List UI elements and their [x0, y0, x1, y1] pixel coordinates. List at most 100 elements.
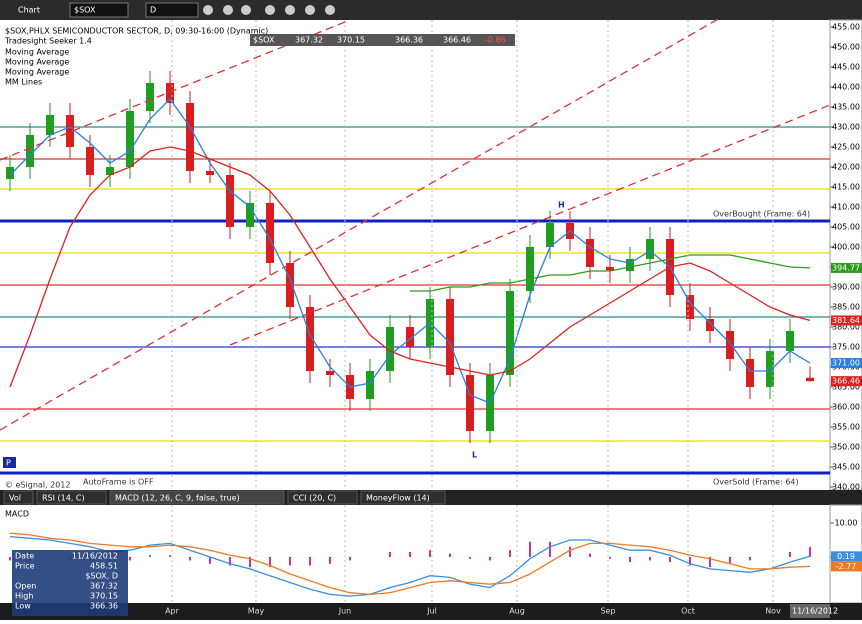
candle-body [106, 167, 114, 175]
y-tick-label: 410.00 [832, 203, 860, 212]
price-badge-label: 0.19 [837, 552, 855, 561]
series-line [9, 146, 811, 388]
candle-body [206, 171, 214, 175]
symbol-input[interactable] [69, 2, 129, 18]
icon[interactable] [241, 5, 251, 15]
candle-body [606, 267, 614, 271]
candle-body [406, 327, 414, 347]
y-tick-label: 360.00 [832, 403, 860, 412]
tab[interactable] [36, 490, 107, 505]
histogram-bar [489, 556, 491, 561]
y-tick-label: 365.00 [832, 383, 860, 392]
histogram-bar [189, 556, 191, 561]
tab[interactable] [287, 490, 358, 505]
window-title: Chart [18, 6, 40, 15]
info-cell: High [15, 592, 33, 601]
candle-body [806, 377, 814, 382]
last-date: 11/16/2012 [792, 607, 838, 616]
histogram-bar [9, 556, 11, 561]
icon[interactable] [305, 5, 315, 15]
histogram-bar [249, 556, 251, 568]
macd-plot: 10.000.000.19-2.77 [9, 505, 862, 603]
x-tick-label: Aug [509, 607, 525, 616]
candle-body [326, 371, 334, 375]
x-tick-label: Sep [600, 607, 615, 616]
histogram-bar [229, 556, 231, 566]
icon[interactable] [223, 5, 233, 15]
y-tick-label: 455.00 [832, 23, 860, 32]
copyright: © eSignal, 2012 [5, 481, 70, 490]
price-badge [831, 358, 862, 368]
study-label: MM Lines [5, 78, 42, 87]
candle-body [386, 327, 394, 371]
date-badge [790, 604, 830, 618]
tab[interactable] [109, 490, 285, 505]
icon[interactable] [265, 5, 275, 15]
y-tick-label: 345.00 [832, 463, 860, 472]
y-tick-label: 385.00 [832, 303, 860, 312]
y-tick-label: 440.00 [832, 83, 860, 92]
toolbar [0, 0, 862, 20]
histogram-bar [409, 551, 411, 557]
ohlc-strip [250, 34, 515, 46]
price-badge-label: -2.77 [836, 562, 857, 571]
macd-title: MACD [5, 510, 29, 519]
overbought-label: OverBought (Frame: 64) [713, 210, 810, 219]
ohlc-symbol: $SOX [253, 36, 275, 45]
y-tick-label: 400.00 [832, 243, 860, 252]
x-tick-label: Jul [426, 607, 437, 616]
histogram-bar [129, 556, 131, 561]
candle-body [6, 167, 14, 179]
info-box [12, 550, 128, 616]
candle-body [66, 115, 74, 147]
candle-body [226, 175, 234, 227]
y-tick-label: 415.00 [832, 183, 860, 192]
histogram-bar [789, 551, 791, 557]
price-badge-label: 366.46 [832, 377, 860, 386]
info-cell: 458.51 [90, 562, 118, 571]
month-labels: Apr May Jun Jul Aug Sep Oct Nov [165, 607, 781, 616]
histogram-bar [349, 556, 351, 561]
y-tick-label: 405.00 [832, 223, 860, 232]
candle-body [506, 291, 514, 375]
series-line [9, 97, 811, 404]
chart-title: $SOX,PHLX SEMICONDUCTOR SECTOR, D, 09:30… [5, 27, 268, 36]
price-badge [831, 551, 862, 562]
candle-body [166, 83, 174, 103]
price-badge [831, 262, 862, 273]
histogram-bar [669, 556, 671, 563]
y-tick-label: 375.00 [832, 343, 860, 352]
interval: D [150, 6, 156, 15]
histogram-bar [289, 556, 291, 566]
price-badge-label: 371.00 [832, 359, 860, 368]
info-rows: Date 11/16/2012 Price 458.51$SOX, D Open 367.… [15, 552, 118, 611]
histogram-bar [809, 546, 811, 557]
y-tick-label: 355.00 [832, 423, 860, 432]
icon[interactable] [285, 5, 295, 15]
histogram-bar [529, 541, 531, 557]
histogram-bar [749, 556, 751, 561]
trend-line [229, 104, 831, 346]
y-tick-label: 435.00 [832, 103, 860, 112]
y-tick-label: 430.00 [832, 123, 860, 132]
tab[interactable] [360, 490, 446, 505]
histogram-bar [629, 556, 631, 563]
price-badge-label: 394.77 [832, 263, 860, 272]
histogram-bar [329, 556, 331, 564]
candle-body [526, 247, 534, 291]
tab[interactable] [3, 490, 34, 505]
series-line [9, 532, 811, 596]
icon[interactable] [203, 5, 213, 15]
price-badge [831, 315, 862, 326]
y-tick-label: 340.00 [832, 483, 860, 492]
p-badge [3, 457, 16, 468]
candle-body [366, 371, 374, 399]
candle-body [706, 319, 714, 331]
time-axis [0, 603, 862, 620]
x-tick-label: Apr [165, 607, 180, 616]
candle-body [786, 331, 794, 351]
candle-body [246, 203, 254, 227]
interval-input[interactable] [145, 2, 199, 18]
candle-body [126, 111, 134, 167]
icon[interactable] [325, 5, 335, 15]
